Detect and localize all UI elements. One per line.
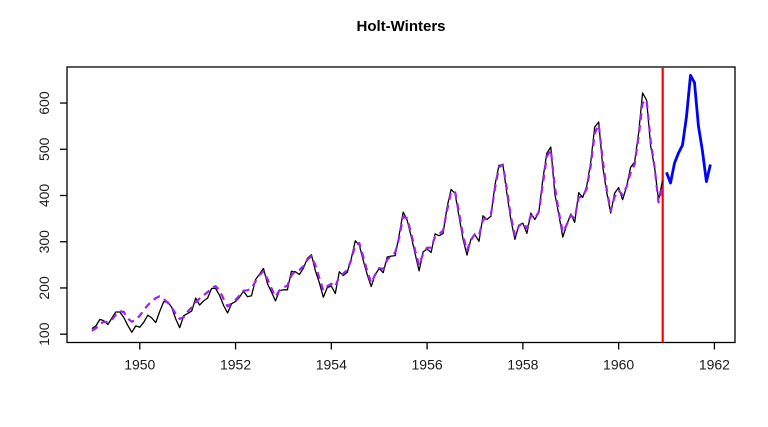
x-tick-label: 1962 bbox=[699, 357, 730, 373]
x-tick-label: 1954 bbox=[316, 357, 347, 373]
y-tick-label: 400 bbox=[36, 184, 52, 208]
x-tick-label: 1952 bbox=[220, 357, 251, 373]
x-tick-label: 1950 bbox=[124, 357, 155, 373]
chart-title: Holt-Winters bbox=[356, 18, 446, 35]
y-tick-label: 100 bbox=[36, 322, 52, 346]
forecast-line bbox=[665, 73, 712, 185]
y-tick-label: 500 bbox=[36, 137, 52, 161]
x-tick-label: 1956 bbox=[412, 357, 443, 373]
y-tick-label: 600 bbox=[36, 91, 52, 115]
y-tick-label: 300 bbox=[36, 230, 52, 254]
x-tick-label: 1960 bbox=[603, 357, 634, 373]
y-tick-label: 200 bbox=[36, 276, 52, 300]
fitted-line bbox=[91, 98, 664, 332]
x-tick-label: 1958 bbox=[507, 357, 538, 373]
plot-border bbox=[66, 66, 736, 344]
